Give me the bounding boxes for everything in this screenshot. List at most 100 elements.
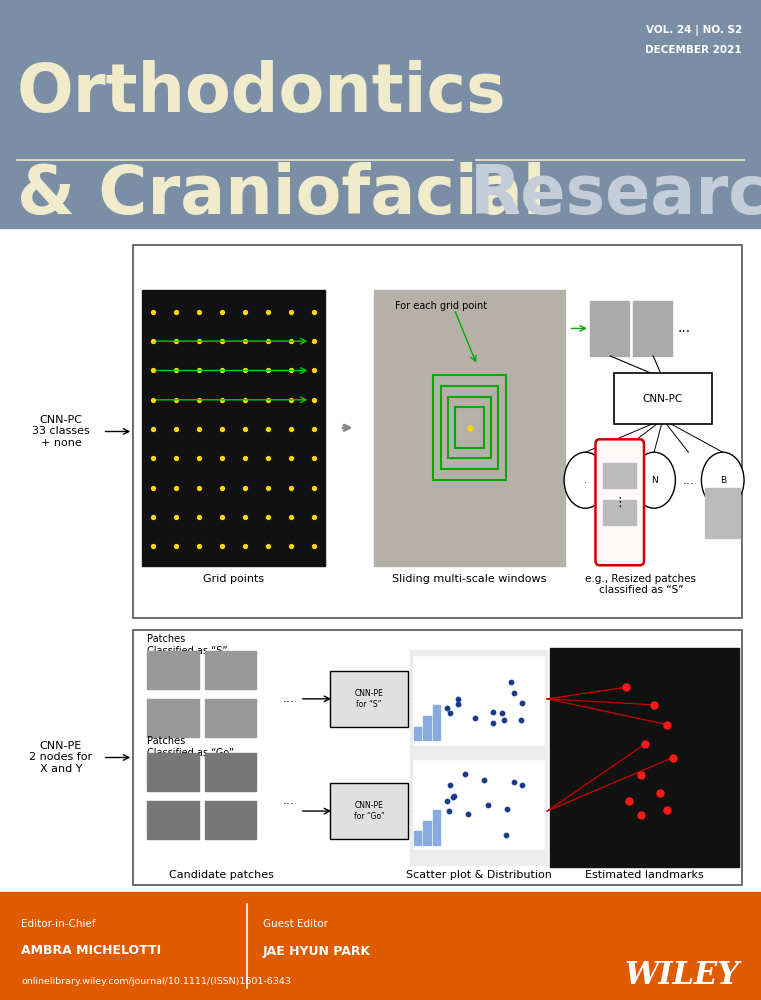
- Text: CNN-PE
for “S”: CNN-PE for “S”: [355, 689, 384, 709]
- Text: ...: ...: [683, 474, 694, 487]
- Text: Grid points: Grid points: [203, 574, 264, 584]
- Point: [508, 774, 520, 790]
- Bar: [423, 716, 431, 740]
- Text: Editor-in-Chief: Editor-in-Chief: [21, 919, 96, 929]
- Point: [501, 801, 513, 817]
- Text: ⋮: ⋮: [613, 496, 626, 509]
- Text: ...: ...: [678, 321, 691, 335]
- Text: AMBRA MICHELOTTI: AMBRA MICHELOTTI: [21, 944, 161, 958]
- Circle shape: [598, 452, 641, 508]
- Bar: [410, 650, 547, 865]
- Text: Guest Editor: Guest Editor: [263, 919, 327, 929]
- Circle shape: [564, 452, 607, 508]
- Text: Orthodontics: Orthodontics: [17, 60, 506, 126]
- Text: & Craniofacial: & Craniofacial: [17, 162, 546, 228]
- Bar: [147, 753, 199, 791]
- Text: S: S: [617, 476, 622, 485]
- Point: [516, 695, 528, 711]
- Bar: [441, 386, 498, 469]
- FancyBboxPatch shape: [330, 783, 408, 839]
- Point: [452, 691, 464, 707]
- Circle shape: [702, 452, 744, 508]
- Text: Candidate patches: Candidate patches: [169, 870, 274, 880]
- Bar: [603, 463, 636, 488]
- Text: For each grid point: For each grid point: [395, 301, 487, 311]
- Point: [444, 705, 457, 721]
- Text: Sliding multi-scale windows: Sliding multi-scale windows: [393, 574, 546, 584]
- Bar: [414, 727, 422, 740]
- Text: Estimated landmarks: Estimated landmarks: [585, 870, 704, 880]
- Text: ...: ...: [282, 692, 295, 705]
- Bar: [147, 801, 199, 839]
- Point: [443, 803, 455, 819]
- Point: [505, 674, 517, 690]
- FancyBboxPatch shape: [595, 439, 644, 565]
- Point: [508, 685, 521, 701]
- Text: ...: ...: [282, 794, 295, 807]
- Point: [452, 696, 464, 712]
- Point: [500, 827, 512, 843]
- Text: CNN-PE
2 nodes for
X and Y: CNN-PE 2 nodes for X and Y: [30, 741, 92, 774]
- Bar: [433, 705, 440, 740]
- Point: [441, 793, 453, 809]
- Bar: [205, 651, 256, 689]
- Point: [462, 806, 474, 822]
- Point: [514, 712, 527, 728]
- Bar: [374, 290, 565, 566]
- Point: [487, 704, 499, 720]
- Bar: [0, 0, 761, 228]
- FancyBboxPatch shape: [613, 373, 712, 424]
- Bar: [147, 699, 199, 737]
- Text: onlinelibrary.wiley.com/journal/10.1111/(ISSN)1601-6343: onlinelibrary.wiley.com/journal/10.1111/…: [21, 978, 291, 986]
- Text: Patches
Classified as “Go”: Patches Classified as “Go”: [147, 736, 234, 758]
- FancyBboxPatch shape: [330, 671, 408, 727]
- Point: [495, 705, 508, 721]
- Point: [498, 712, 510, 728]
- Text: CNN-PE
for “Go”: CNN-PE for “Go”: [354, 801, 384, 821]
- Bar: [414, 831, 422, 845]
- Point: [459, 766, 471, 782]
- Bar: [142, 290, 325, 566]
- Bar: [448, 397, 491, 458]
- Point: [447, 789, 459, 805]
- Circle shape: [632, 452, 675, 508]
- Point: [444, 777, 456, 793]
- Point: [441, 700, 454, 716]
- Bar: [590, 301, 629, 356]
- Text: Patches
Classified as “S”: Patches Classified as “S”: [147, 634, 228, 656]
- Point: [448, 788, 460, 804]
- Bar: [205, 699, 256, 737]
- Bar: [205, 753, 256, 791]
- Bar: [0, 892, 761, 1000]
- Bar: [413, 656, 544, 745]
- Bar: [133, 245, 742, 618]
- Text: JAE HYUN PARK: JAE HYUN PARK: [263, 944, 371, 958]
- Text: DECEMBER 2021: DECEMBER 2021: [645, 45, 742, 55]
- Bar: [550, 648, 739, 867]
- Bar: [705, 488, 740, 538]
- Bar: [603, 500, 636, 525]
- Text: CNN-PC: CNN-PC: [643, 394, 683, 404]
- Point: [517, 777, 529, 793]
- Point: [478, 772, 490, 788]
- Text: WILEY: WILEY: [625, 960, 740, 990]
- Text: N: N: [651, 476, 658, 485]
- Bar: [147, 651, 199, 689]
- Bar: [632, 301, 672, 356]
- Text: e.g., Resized patches
classified as “S”: e.g., Resized patches classified as “S”: [585, 574, 696, 595]
- Text: VOL. 24 | NO. S2: VOL. 24 | NO. S2: [646, 25, 742, 36]
- Text: Research: Research: [470, 162, 761, 228]
- Text: B: B: [720, 476, 726, 485]
- Text: .: .: [584, 476, 587, 485]
- Bar: [455, 407, 484, 448]
- Bar: [433, 375, 506, 480]
- Bar: [413, 760, 544, 849]
- Point: [487, 715, 499, 731]
- Bar: [205, 801, 256, 839]
- Text: Scatter plot & Distribution: Scatter plot & Distribution: [406, 870, 552, 880]
- Point: [482, 797, 494, 813]
- Point: [470, 710, 482, 726]
- Text: CNN-PC
33 classes
+ none: CNN-PC 33 classes + none: [32, 415, 90, 448]
- Bar: [423, 821, 431, 845]
- Text: ⋮: ⋮: [193, 751, 205, 764]
